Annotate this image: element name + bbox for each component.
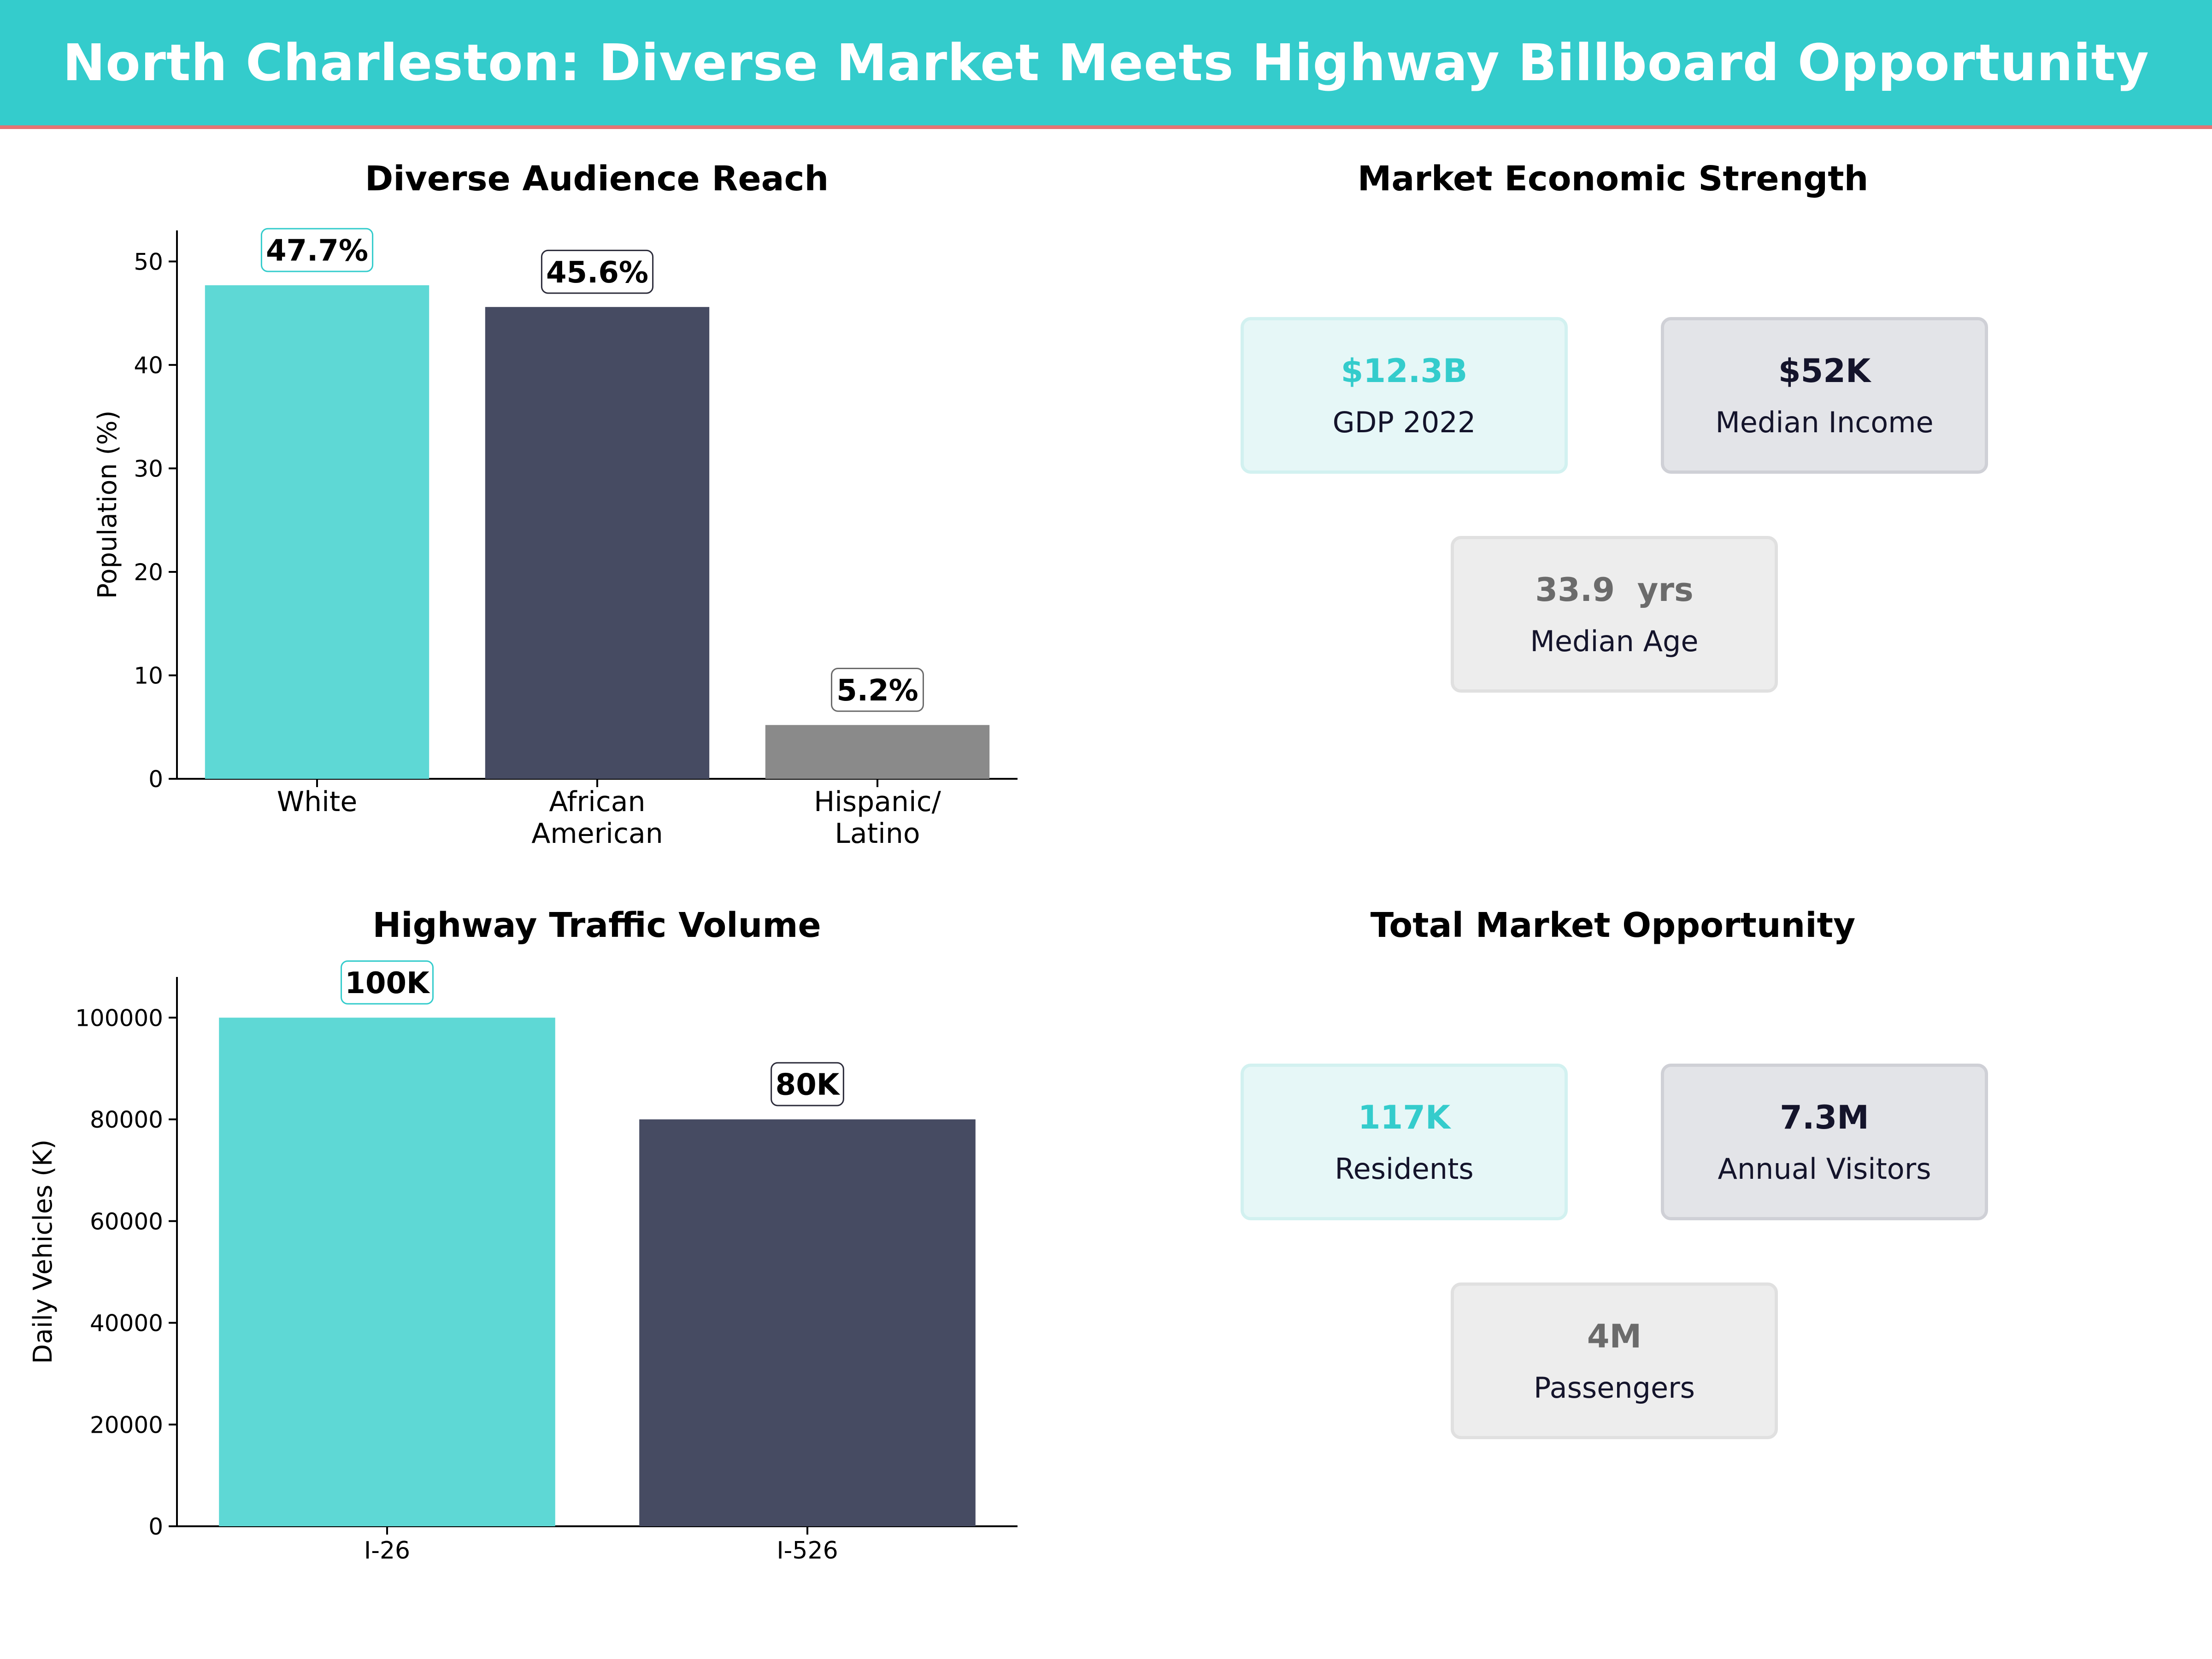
y-tick-label: 100000 bbox=[75, 1005, 163, 1031]
data-label: 45.6% bbox=[541, 249, 654, 294]
data-label: 100K bbox=[341, 960, 434, 1005]
x-tick-label: Hispanic/Latino bbox=[814, 786, 941, 850]
data-label-box bbox=[831, 667, 924, 712]
kpi-label-median-income: Median Income bbox=[1715, 405, 1934, 439]
y-tick-label: 0 bbox=[148, 766, 163, 793]
kpi-label-passengers: Passengers bbox=[1534, 1371, 1695, 1405]
data-label-text: 80K bbox=[776, 1068, 841, 1102]
chart-title-traffic: Highway Traffic Volume bbox=[372, 906, 821, 945]
y-tick-label: 20000 bbox=[90, 1412, 163, 1438]
y-tick-label: 20 bbox=[134, 559, 163, 586]
y-tick-label: 40 bbox=[134, 352, 163, 379]
y-tick-label: 50 bbox=[134, 248, 163, 275]
data-label-box bbox=[260, 228, 374, 272]
bar bbox=[639, 1119, 976, 1526]
x-tick-label: I-526 bbox=[777, 1537, 838, 1565]
header-banner: North Charleston: Diverse Market Meets H… bbox=[0, 0, 2212, 129]
kpi-label-gdp: GDP 2022 bbox=[1332, 405, 1476, 439]
kpi-value-gdp: $12.3B bbox=[1341, 352, 1468, 390]
kpi-card-residents: 117K Residents bbox=[1241, 1064, 1568, 1220]
x-tick-label: African American bbox=[531, 786, 663, 850]
bar bbox=[219, 1018, 555, 1526]
kpi-label-annual-visitors: Annual Visitors bbox=[1718, 1152, 1931, 1186]
x-tick-label: White bbox=[277, 786, 357, 818]
y-tick-label: 80000 bbox=[90, 1106, 163, 1133]
x-tick-label: I-26 bbox=[364, 1537, 410, 1565]
economic-title: Market Economic Strength bbox=[1357, 159, 1869, 199]
kpi-value-residents: 117K bbox=[1358, 1098, 1451, 1136]
kpi-card-median-income: $52K Median Income bbox=[1661, 317, 1988, 474]
data-label: 5.2% bbox=[831, 667, 924, 712]
data-label-text: 45.6% bbox=[546, 256, 648, 290]
chart-title-audience: Diverse Audience Reach bbox=[365, 159, 829, 199]
page-title: North Charleston: Diverse Market Meets H… bbox=[63, 33, 2149, 92]
y-axis-label: Daily Vehicles (K) bbox=[28, 1139, 58, 1364]
bar bbox=[485, 307, 710, 779]
kpi-label-median-age: Median Age bbox=[1530, 624, 1699, 658]
kpi-card-gdp: $12.3B GDP 2022 bbox=[1241, 317, 1568, 474]
bar bbox=[765, 725, 990, 779]
y-tick-label: 60000 bbox=[90, 1208, 163, 1235]
kpi-card-passengers: 4M Passengers bbox=[1451, 1282, 1778, 1439]
data-label-box bbox=[341, 960, 434, 1005]
y-tick-label: 30 bbox=[134, 455, 163, 482]
data-label-text: 47.7% bbox=[266, 234, 368, 268]
kpi-value-median-income: $52K bbox=[1778, 352, 1871, 390]
kpi-value-annual-visitors: 7.3M bbox=[1780, 1098, 1869, 1136]
kpi-label-residents: Residents bbox=[1335, 1152, 1474, 1186]
y-tick-label: 10 bbox=[134, 662, 163, 689]
data-label-box bbox=[771, 1062, 844, 1106]
kpi-value-passengers: 4M bbox=[1587, 1317, 1642, 1355]
kpi-card-annual-visitors: 7.3M Annual Visitors bbox=[1661, 1064, 1988, 1220]
y-tick-label: 0 bbox=[148, 1513, 163, 1540]
bar bbox=[205, 285, 429, 779]
data-label: 47.7% bbox=[260, 228, 374, 272]
y-tick-label: 40000 bbox=[90, 1310, 163, 1337]
data-label: 80K bbox=[771, 1062, 844, 1106]
data-label-text: 100K bbox=[345, 966, 430, 1000]
y-axis-label: Population (%) bbox=[93, 411, 123, 599]
opportunity-title: Total Market Opportunity bbox=[1370, 906, 1856, 945]
kpi-value-median-age: 33.9 yrs bbox=[1535, 571, 1694, 609]
data-label-box bbox=[541, 249, 654, 294]
data-label-text: 5.2% bbox=[836, 674, 918, 708]
kpi-card-median-age: 33.9 yrs Median Age bbox=[1451, 536, 1778, 693]
